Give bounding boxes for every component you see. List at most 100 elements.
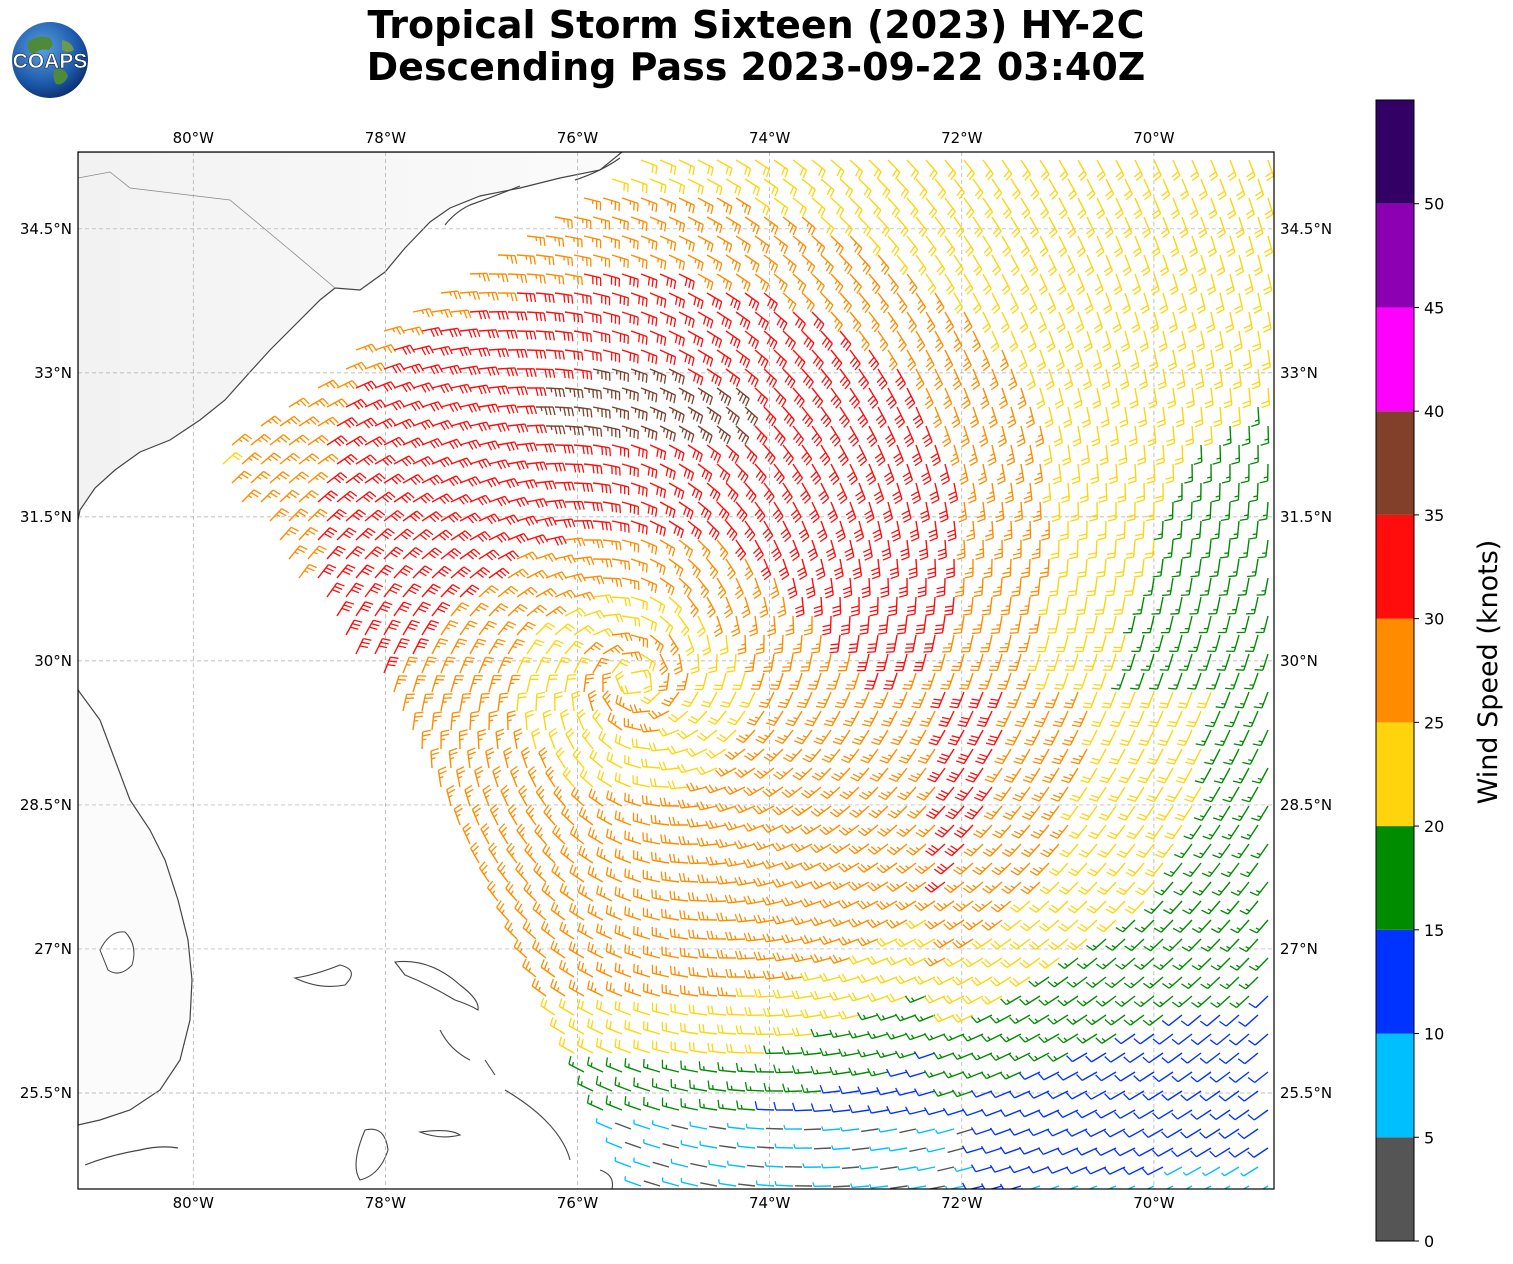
wind-barb	[792, 235, 807, 255]
wind-barb	[1029, 216, 1039, 238]
wind-barb	[592, 216, 611, 230]
wind-barb	[877, 254, 890, 276]
logo-text: COAPS	[13, 50, 88, 73]
wind-barb	[706, 254, 723, 272]
wind-barb	[1152, 159, 1162, 182]
wind-barb	[735, 235, 751, 254]
wind-barb	[1216, 254, 1226, 277]
wind-barb	[1131, 273, 1142, 296]
wind-barb	[934, 216, 946, 238]
wind-barb	[1226, 197, 1237, 220]
wind-barb	[858, 254, 871, 275]
wind-barb	[832, 1185, 851, 1188]
wind-barb	[611, 178, 629, 193]
lon-label-bottom-1: 78°W	[365, 1194, 407, 1212]
map-title: Tropical Storm Sixteen (2023) HY-2C Desc…	[250, 4, 1262, 88]
wind-barb	[782, 254, 797, 274]
wind-barb	[649, 178, 667, 194]
wind-barb	[1227, 159, 1237, 182]
wind-barb	[507, 273, 528, 284]
wind-barb	[1122, 254, 1132, 277]
wind-barb	[906, 197, 919, 219]
wind-barb	[1235, 216, 1245, 239]
wind-barb	[611, 216, 629, 231]
wind-barb	[697, 273, 714, 291]
wind-barb	[1208, 197, 1218, 220]
wind-barb	[716, 159, 733, 177]
wind-barb	[858, 216, 872, 237]
wind-barb	[1198, 178, 1208, 201]
wind-barb	[1132, 235, 1142, 258]
wind-barb	[1161, 178, 1171, 201]
wind-barb	[754, 159, 770, 178]
wind-barb	[716, 197, 733, 215]
wind-barb	[1188, 273, 1198, 296]
colorbar-bin-0	[1376, 1137, 1414, 1241]
wind-barb	[839, 216, 853, 237]
wind-barb	[963, 197, 975, 219]
wind-barb	[830, 159, 845, 179]
wind-barb	[1085, 216, 1095, 239]
wind-barb	[573, 216, 592, 229]
lon-label-bottom-5: 70°W	[1133, 1194, 1175, 1212]
wind-barb	[754, 235, 770, 254]
wind-barb	[716, 235, 733, 253]
lat-label-left-3: 30°N	[34, 652, 72, 670]
wind-barb	[972, 216, 984, 238]
state-border	[78, 171, 336, 289]
wind-barb	[602, 235, 620, 249]
wind-barb	[678, 235, 695, 252]
lat-label-right-1: 27°N	[1280, 940, 1318, 958]
wind-barb	[887, 197, 900, 218]
wind-barb	[735, 273, 751, 292]
wind-barb	[1216, 216, 1227, 239]
wind-barb	[877, 178, 891, 199]
colorbar-tick-label-5: 25	[1424, 713, 1444, 732]
wind-barb	[754, 197, 770, 216]
wind-barb	[1010, 178, 1021, 200]
lon-label-top-4: 72°W	[941, 129, 983, 147]
wind-barb	[1208, 159, 1219, 182]
lat-label-right-0: 25.5°N	[1280, 1084, 1332, 1102]
wind-barb	[820, 254, 834, 275]
wind-barb	[1085, 254, 1095, 277]
colorbar-tick-label-1: 5	[1424, 1128, 1434, 1147]
wind-barb	[1029, 254, 1039, 277]
wind-barb	[1246, 159, 1256, 182]
wind-barb	[982, 159, 994, 181]
wind-barb	[896, 254, 909, 276]
wind-barb	[1001, 235, 1012, 257]
wind-barb	[887, 159, 901, 180]
wind-barb	[1254, 216, 1264, 239]
colorbar-bin-6	[1376, 514, 1414, 619]
wind-barb	[849, 235, 863, 256]
wind-barb	[1048, 178, 1059, 200]
us-mainland	[78, 152, 623, 521]
wind-barb	[906, 159, 919, 180]
colorbar-tick-label-6: 30	[1424, 610, 1444, 629]
wind-barb	[1264, 197, 1274, 220]
wind-barb	[1170, 197, 1180, 220]
lon-label-top-0: 80°W	[173, 129, 215, 147]
wind-barb	[1133, 159, 1144, 182]
wind-barb	[972, 178, 984, 200]
wind-barb	[763, 254, 779, 274]
wind-barb	[1151, 235, 1161, 258]
wind-barb	[697, 159, 714, 176]
wind-barb	[887, 235, 900, 257]
wind-barb	[982, 235, 993, 257]
wind-barb	[963, 159, 975, 181]
lon-label-bottom-2: 76°W	[557, 1194, 599, 1212]
wind-barb	[554, 254, 574, 267]
coaps-logo: COAPS	[12, 22, 88, 98]
wind-barb	[1263, 235, 1274, 257]
colorbar-tick-label-4: 20	[1424, 817, 1444, 836]
wind-barb	[972, 254, 983, 276]
wind-barb	[944, 273, 955, 295]
wind-barb	[801, 216, 816, 236]
wind-barb	[725, 254, 742, 273]
wind-barb	[1039, 197, 1050, 219]
wind-barb	[1057, 273, 1067, 296]
wind-barb	[934, 178, 947, 200]
wind-barb	[1096, 159, 1106, 182]
